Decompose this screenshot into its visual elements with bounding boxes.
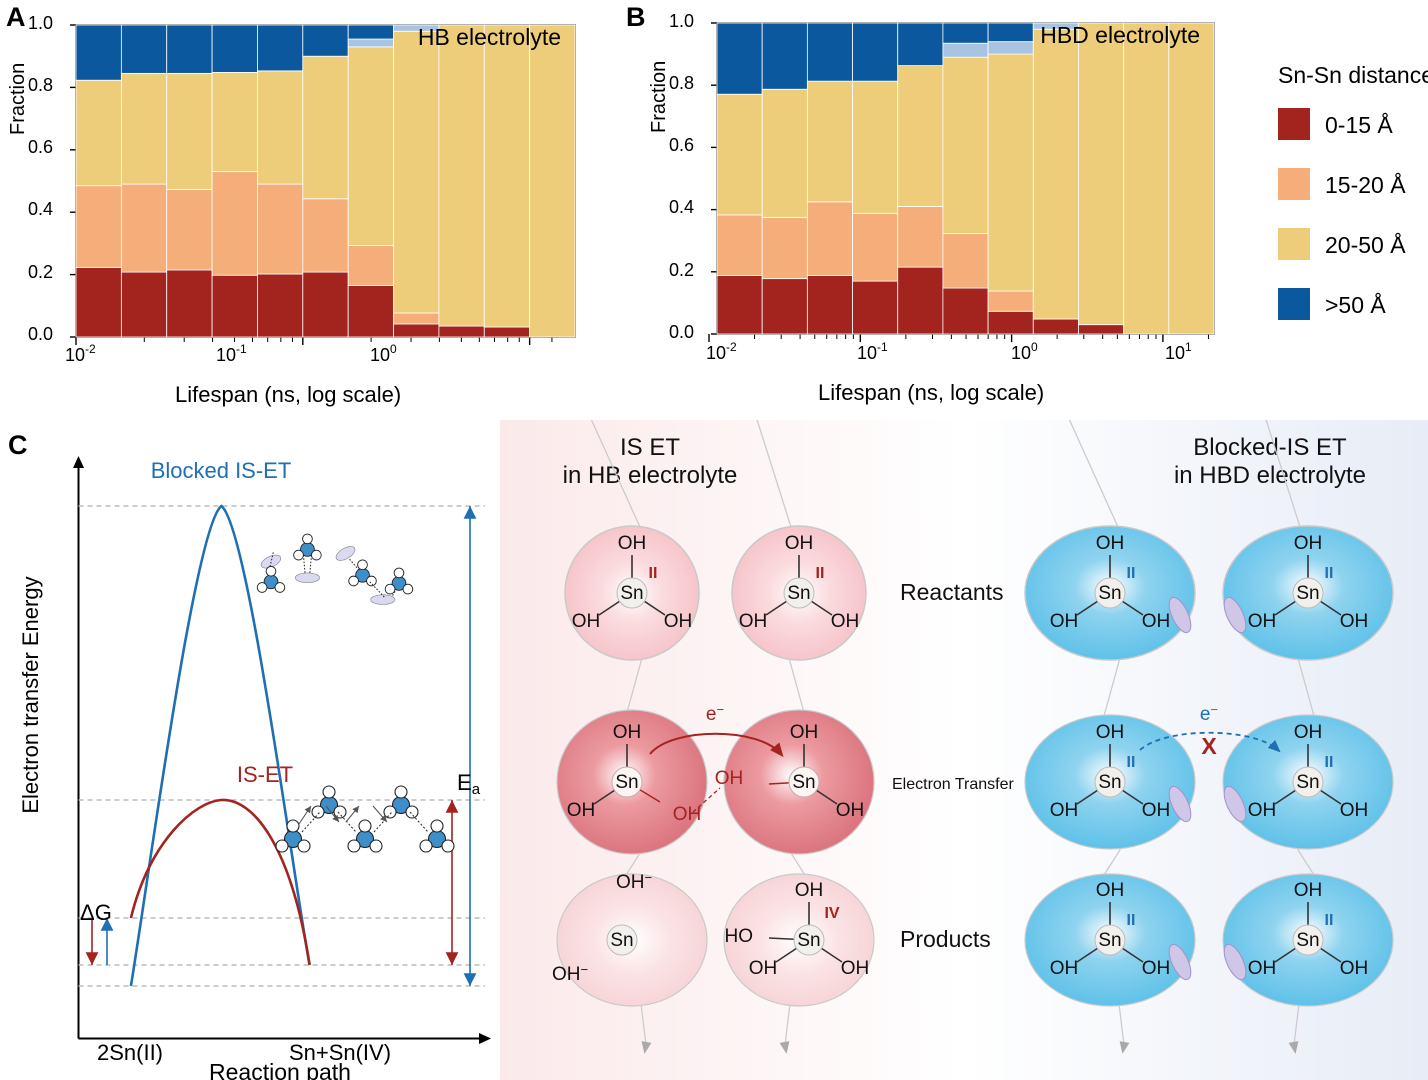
svg-text:HO: HO <box>725 926 754 947</box>
svg-text:OH: OH <box>1294 533 1323 554</box>
svg-text:OH: OH <box>1096 722 1125 743</box>
svg-text:in HB electrolyte: in HB electrolyte <box>563 462 738 489</box>
svg-text:Blocked IS-ET: Blocked IS-ET <box>151 458 292 483</box>
svg-text:OH: OH <box>836 800 865 821</box>
svg-text:Sn: Sn <box>1296 930 1319 951</box>
svg-text:OH: OH <box>613 722 642 743</box>
svg-text:Sn: Sn <box>1098 772 1121 793</box>
svg-text:HBD electrolyte: HBD electrolyte <box>1040 22 1200 48</box>
svg-text:OH: OH <box>749 958 778 979</box>
svg-text:OH: OH <box>1050 800 1079 821</box>
svg-text:II: II <box>1325 912 1334 929</box>
svg-text:IS ET: IS ET <box>620 434 680 461</box>
svg-text:Electron Transfer: Electron Transfer <box>892 776 1015 793</box>
svg-text:OH: OH <box>1248 611 1277 632</box>
svg-text:OH: OH <box>1294 722 1323 743</box>
svg-text:Reaction path: Reaction path <box>209 1059 351 1080</box>
svg-text:IS-ET: IS-ET <box>237 762 293 787</box>
svg-text:2Sn(II): 2Sn(II) <box>97 1040 163 1065</box>
svg-text:Products: Products <box>900 926 991 952</box>
svg-text:II: II <box>1127 912 1136 929</box>
svg-text:Sn: Sn <box>1098 930 1121 951</box>
svg-text:Blocked-IS ET: Blocked-IS ET <box>1193 434 1347 461</box>
svg-text:OH: OH <box>1142 800 1171 821</box>
svg-text:OH: OH <box>1096 880 1125 901</box>
svg-text:Sn: Sn <box>610 930 633 951</box>
svg-text:II: II <box>1325 565 1334 582</box>
svg-text:OH: OH <box>1340 800 1369 821</box>
svg-text:OH: OH <box>572 611 601 632</box>
svg-text:OH: OH <box>664 611 693 632</box>
svg-text:HB electrolyte: HB electrolyte <box>418 24 561 50</box>
svg-text:OH: OH <box>795 880 824 901</box>
svg-text:OH: OH <box>1340 611 1369 632</box>
svg-text:OH: OH <box>567 800 596 821</box>
svg-text:OH: OH <box>673 804 702 825</box>
svg-text:OH: OH <box>1142 611 1171 632</box>
svg-text:II: II <box>1127 754 1136 771</box>
svg-text:Sn: Sn <box>615 772 638 793</box>
svg-text:Sn: Sn <box>797 930 820 951</box>
svg-text:Sn: Sn <box>792 772 815 793</box>
svg-text:ΔG: ΔG <box>80 900 112 925</box>
svg-text:OH: OH <box>1142 958 1171 979</box>
svg-text:OH: OH <box>1248 958 1277 979</box>
svg-text:OH: OH <box>1294 880 1323 901</box>
svg-text:OH: OH <box>1248 800 1277 821</box>
svg-text:II: II <box>1127 565 1136 582</box>
svg-text:OH: OH <box>790 722 819 743</box>
svg-text:Sn: Sn <box>787 583 810 604</box>
svg-text:IV: IV <box>824 905 839 922</box>
svg-text:Reactants: Reactants <box>900 579 1004 605</box>
svg-text:OH: OH <box>831 611 860 632</box>
svg-text:OH: OH <box>1096 533 1125 554</box>
svg-text:II: II <box>1325 754 1334 771</box>
svg-text:OH: OH <box>1340 958 1369 979</box>
svg-text:II: II <box>816 565 825 582</box>
svg-text:Sn: Sn <box>1296 583 1319 604</box>
svg-text:Sn: Sn <box>1098 583 1121 604</box>
svg-text:Sn: Sn <box>1296 772 1319 793</box>
svg-text:OH: OH <box>1050 958 1079 979</box>
svg-text:Sn: Sn <box>620 583 643 604</box>
svg-text:OH: OH <box>739 611 768 632</box>
svg-text:OH: OH <box>785 533 814 554</box>
svg-text:OH: OH <box>841 958 870 979</box>
svg-text:Ea: Ea <box>457 770 481 798</box>
svg-text:OH: OH <box>618 533 647 554</box>
svg-text:X: X <box>1201 733 1217 759</box>
svg-text:II: II <box>649 565 658 582</box>
svg-text:OH: OH <box>1050 611 1079 632</box>
svg-text:in HBD electrolyte: in HBD electrolyte <box>1174 462 1366 489</box>
svg-text:OH: OH <box>715 768 744 789</box>
